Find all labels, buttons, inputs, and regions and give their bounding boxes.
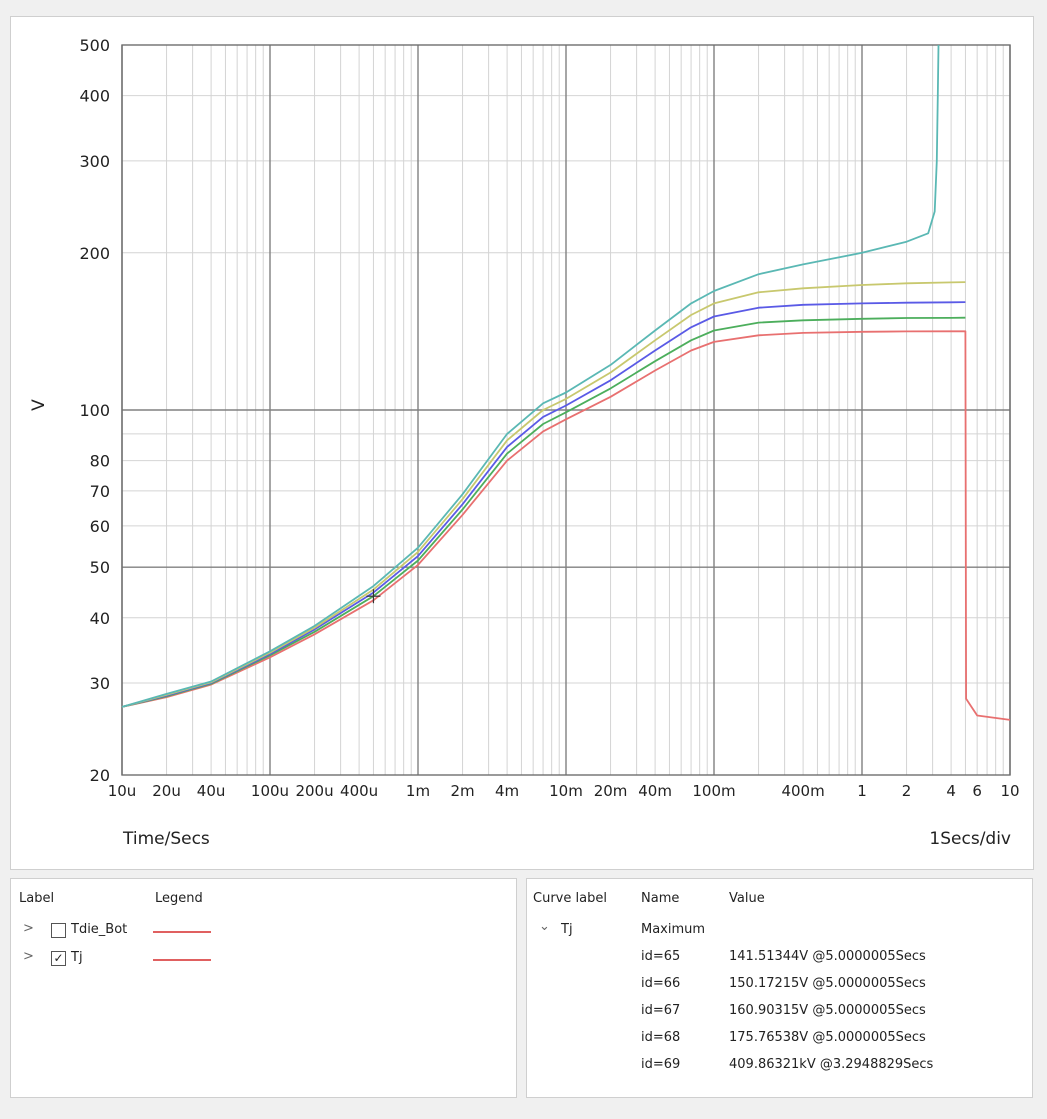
y-tick-label: 80 [90,452,110,471]
curve-label: Tj [561,922,573,937]
y-axis-title: V [28,399,49,411]
y-tick-label: 50 [90,558,110,577]
legend-line-swatch [153,931,211,933]
x-tick-label: 6 [972,782,982,800]
series-line-2 [121,316,966,708]
x-tick-label: 2 [902,782,912,800]
series-line-5 [121,44,940,708]
series-line-3 [121,301,966,708]
x-tick-label: 400m [781,782,824,800]
y-tick-label: 60 [90,517,110,536]
value-row-id: id=65 [641,949,681,964]
value-column-header[interactable]: Value [729,891,765,906]
legend-row-label: Tj [71,950,83,965]
x-tick-label: 20u [152,782,181,800]
value-row-value: 160.90315V @5.0000005Secs [729,1003,926,1018]
values-panel: Curve label Name Value ⌄ Tj Maximum id=6… [526,878,1033,1098]
x-tick-label: 10u [108,782,137,800]
x-tick-label: 10m [549,782,583,800]
y-tick-label: 200 [79,244,110,263]
value-row-value: 141.51344V @5.0000005Secs [729,949,926,964]
value-row-value: 175.76538V @5.0000005Secs [729,1030,926,1045]
x-tick-label: 400u [340,782,378,800]
x-tick-label: 20m [594,782,628,800]
value-row-id: id=69 [641,1057,681,1072]
value-row-id: id=67 [641,1003,681,1018]
y-tick-label: 20 [90,766,110,785]
legend-row-label: Tdie_Bot [71,922,128,937]
legend-column-header[interactable]: Legend [155,891,203,906]
y-tick-label: 400 [79,87,110,106]
value-row-id: id=68 [641,1030,681,1045]
x-tick-label: 200u [295,782,333,800]
x-axis-title: Time/Secs [123,829,210,849]
plot-panel[interactable]: 20 30 40 50 60 70 80 100 200 300 400 500 10u 100u 1m 10… [10,16,1034,870]
label-column-header[interactable]: Label [19,891,55,906]
x-tick-label: 1m [406,782,430,800]
value-row-id: id=66 [641,976,681,991]
x-tick-label: 40u [197,782,226,800]
y-tick-label: 70 [90,482,110,501]
x-tick-label: 1 [857,782,867,800]
y-tick-label: 500 [79,36,110,55]
curve-label-column-header[interactable]: Curve label [533,891,607,906]
value-row-value: 150.17215V @5.0000005Secs [729,976,926,991]
legend-panel: Label Legend > Tdie_Bot > ✓ Tj [10,878,517,1098]
y-tick-label: 100 [79,401,110,420]
chart[interactable]: 20 30 40 50 60 70 80 100 200 300 400 500 10u 100u 1m 10… [11,17,1033,869]
tj-checkbox[interactable]: ✓ [51,951,66,966]
x-tick-label: 2m [450,782,474,800]
y-tick-label: 40 [90,609,110,628]
chevron-right-icon[interactable]: > [23,949,34,964]
y-tick-label: 300 [79,152,110,171]
chevron-down-icon[interactable]: ⌄ [539,919,550,934]
legend-line-swatch [153,959,211,961]
series-line-1 [121,330,1011,721]
measurement-name: Maximum [641,922,706,937]
x-tick-label: 4m [495,782,519,800]
name-column-header[interactable]: Name [641,891,680,906]
series-line-4 [121,281,966,708]
x-tick-label: 4 [946,782,956,800]
x-tick-label: 100u [251,782,289,800]
chevron-right-icon[interactable]: > [23,921,34,936]
y-tick-label: 30 [90,674,110,693]
x-tick-label: 40m [638,782,672,800]
scale-label: 1Secs/div [929,829,1011,849]
x-tick-label: 100m [692,782,735,800]
value-row-value: 409.86321kV @3.2948829Secs [729,1057,934,1072]
x-tick-label: 10 [1000,782,1019,800]
plot-frame [121,44,1011,776]
tdie-bot-checkbox[interactable] [51,923,66,938]
